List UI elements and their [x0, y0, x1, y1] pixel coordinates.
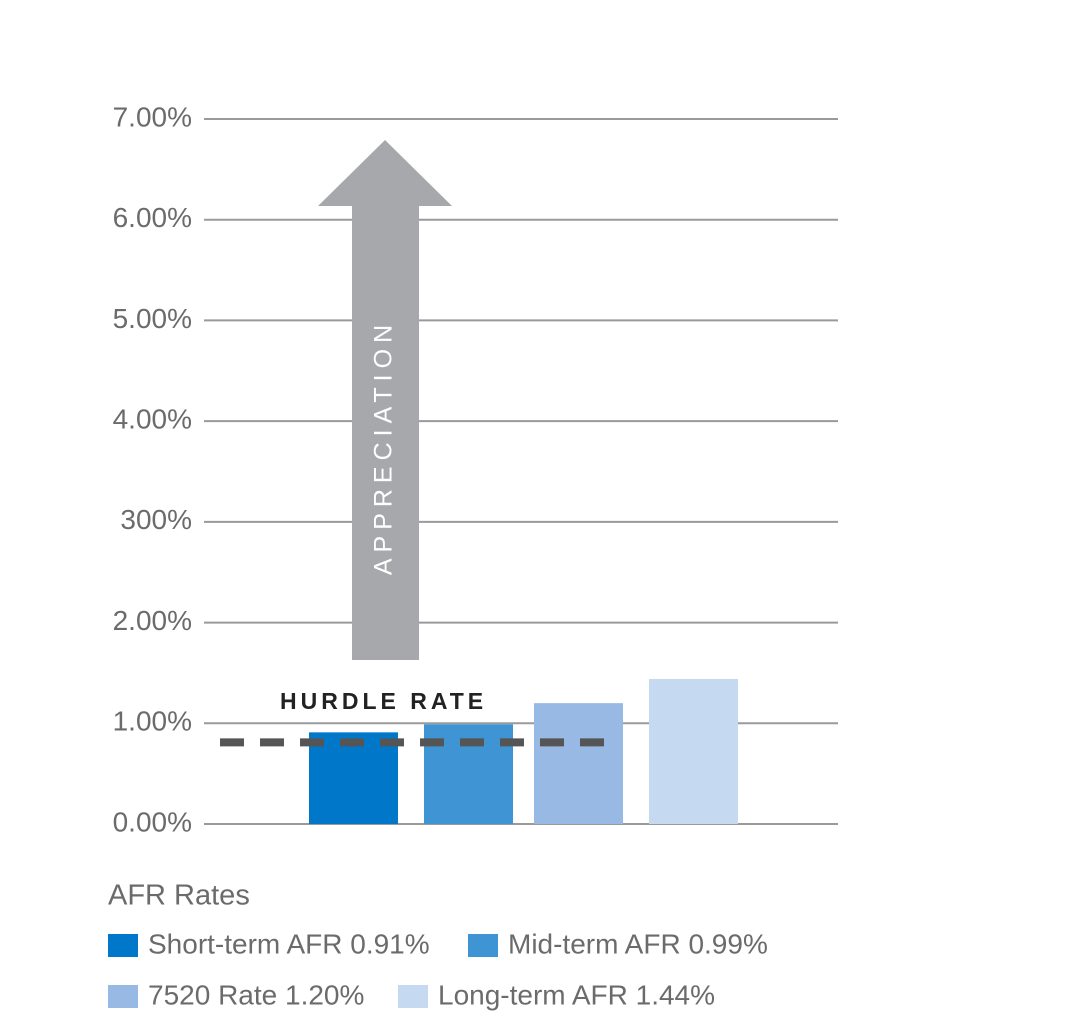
legend-swatch — [108, 934, 138, 957]
y-tick-label: 5.00% — [113, 303, 192, 334]
y-tick-label: 1.00% — [113, 706, 192, 737]
hurdle-label: HURDLE RATE — [280, 688, 487, 714]
legend-label: Mid-term AFR 0.99% — [508, 928, 768, 959]
legend-title: AFR Rates — [108, 880, 250, 912]
y-tick-label: 6.00% — [113, 202, 192, 233]
bar — [309, 732, 398, 824]
legend-swatch — [108, 985, 138, 1008]
legend-swatch — [398, 985, 428, 1008]
legend-swatch — [468, 934, 498, 957]
y-tick-label: 4.00% — [113, 404, 192, 435]
appreciation-arrow — [318, 140, 452, 660]
bar — [534, 703, 623, 824]
legend-label: Long-term AFR 1.44% — [438, 979, 715, 1010]
annotation: APPRECIATION — [370, 319, 398, 575]
y-tick-label: 2.00% — [113, 605, 192, 636]
y-tick-label: 0.00% — [113, 806, 192, 837]
bar — [649, 678, 738, 824]
legend-label: Short-term AFR 0.91% — [148, 928, 430, 959]
y-tick-label: 7.00% — [113, 101, 192, 132]
y-tick-label: 300% — [120, 504, 192, 535]
legend-label: 7520 Rate 1.20% — [148, 979, 364, 1010]
